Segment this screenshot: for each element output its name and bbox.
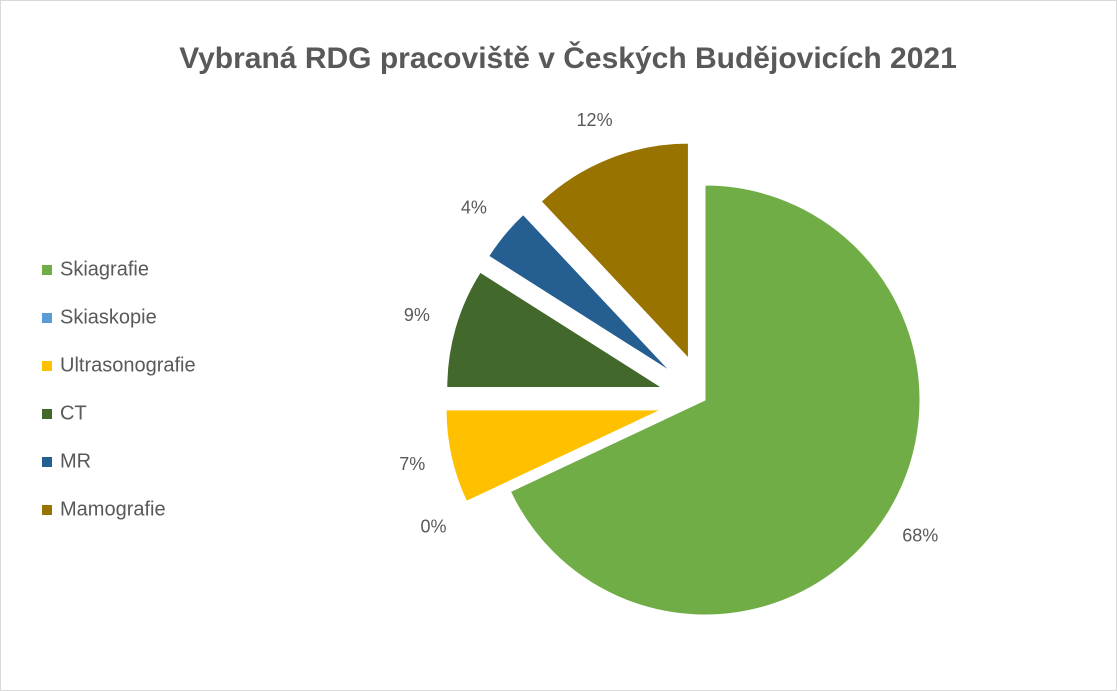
legend-label: CT: [60, 402, 87, 424]
pie-slice: [445, 409, 662, 503]
legend-label: Skiagrafie: [60, 258, 149, 280]
data-label: 0%: [421, 516, 447, 536]
legend-label: MR: [60, 450, 91, 472]
legend-label: Mamografie: [60, 498, 166, 520]
data-label: 4%: [461, 198, 487, 218]
legend-swatch: [42, 361, 52, 371]
legend-swatch: [42, 457, 52, 467]
chart-title: Vybraná RDG pracoviště v Českých Budějov…: [179, 41, 957, 75]
data-label: 9%: [404, 305, 430, 325]
pie-slice: [509, 184, 921, 616]
legend-swatch: [42, 265, 52, 275]
legend-swatch: [42, 313, 52, 323]
legend-label: Skiaskopie: [60, 306, 157, 328]
data-label: 12%: [577, 110, 613, 130]
legend-swatch: [42, 409, 52, 419]
pie-slice: [540, 142, 689, 360]
legend-swatch: [42, 505, 52, 515]
legend-label: Ultrasonografie: [60, 354, 196, 376]
pie-slice: [488, 213, 671, 372]
pie-slice: [446, 271, 664, 388]
data-label: 68%: [902, 525, 938, 545]
data-label: 7%: [399, 454, 425, 474]
